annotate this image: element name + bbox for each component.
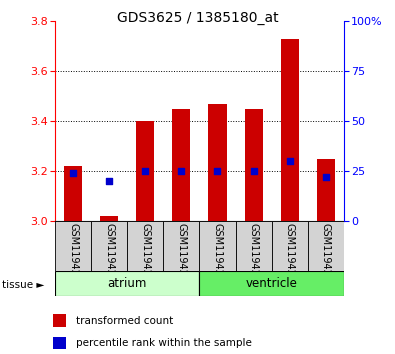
Text: atrium: atrium xyxy=(108,277,147,290)
Text: GSM119426: GSM119426 xyxy=(213,223,222,282)
Point xyxy=(214,169,221,174)
Text: ventricle: ventricle xyxy=(246,277,297,290)
Bar xyxy=(317,159,335,221)
Point xyxy=(286,159,293,164)
Bar xyxy=(245,109,263,221)
Text: GSM119422: GSM119422 xyxy=(68,223,78,282)
Bar xyxy=(308,221,344,271)
Bar xyxy=(173,109,190,221)
Bar xyxy=(55,221,91,271)
Text: percentile rank within the sample: percentile rank within the sample xyxy=(76,338,252,348)
Bar xyxy=(53,314,66,327)
Bar xyxy=(64,166,82,221)
Text: GSM119427: GSM119427 xyxy=(248,223,259,282)
Text: tissue ►: tissue ► xyxy=(2,280,44,290)
Bar xyxy=(136,121,154,221)
Bar xyxy=(91,221,127,271)
Text: GSM119425: GSM119425 xyxy=(177,223,186,282)
Text: GSM119429: GSM119429 xyxy=(321,223,331,282)
Text: GSM119428: GSM119428 xyxy=(284,223,295,282)
Bar xyxy=(199,221,235,271)
Bar xyxy=(209,104,226,221)
Point xyxy=(250,169,257,174)
Point xyxy=(106,178,113,184)
Text: transformed count: transformed count xyxy=(76,316,173,326)
Point xyxy=(142,169,149,174)
Text: GSM119424: GSM119424 xyxy=(140,223,150,282)
Bar xyxy=(100,216,118,221)
Bar xyxy=(235,221,272,271)
Text: GDS3625 / 1385180_at: GDS3625 / 1385180_at xyxy=(117,11,278,25)
Bar xyxy=(127,221,164,271)
Bar xyxy=(164,221,199,271)
Point xyxy=(70,170,77,176)
Bar xyxy=(280,39,299,221)
Bar xyxy=(272,221,308,271)
Point xyxy=(178,169,184,174)
Point xyxy=(322,175,329,180)
Bar xyxy=(55,271,199,296)
Text: GSM119423: GSM119423 xyxy=(104,223,115,282)
Bar xyxy=(53,337,66,349)
Bar xyxy=(199,271,344,296)
